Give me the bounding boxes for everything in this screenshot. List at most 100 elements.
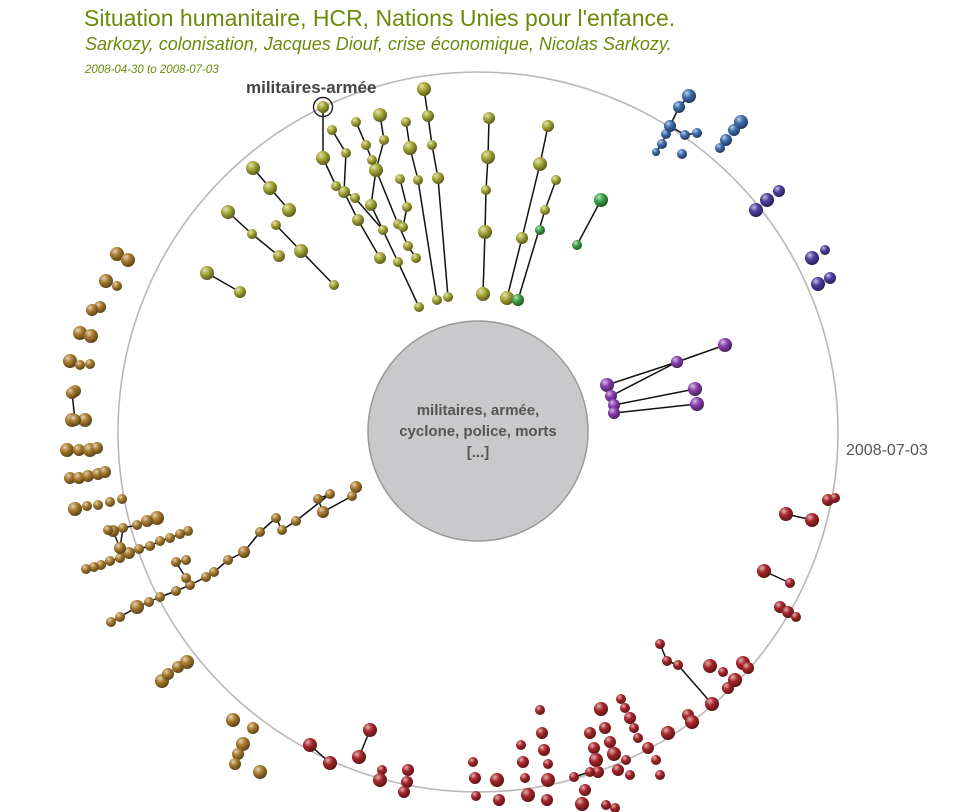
- topic-node[interactable]: [123, 547, 135, 559]
- topic-node[interactable]: [317, 101, 329, 113]
- topic-node[interactable]: [594, 702, 608, 716]
- topic-node[interactable]: [633, 733, 643, 743]
- topic-node[interactable]: [93, 500, 103, 510]
- topic-node[interactable]: [629, 723, 639, 733]
- topic-node[interactable]: [432, 172, 444, 184]
- topic-node[interactable]: [720, 134, 732, 146]
- topic-node[interactable]: [402, 202, 412, 212]
- topic-node[interactable]: [682, 89, 696, 103]
- topic-node[interactable]: [236, 737, 250, 751]
- topic-node[interactable]: [414, 302, 424, 312]
- topic-node[interactable]: [811, 277, 825, 291]
- topic-node[interactable]: [493, 794, 505, 806]
- topic-node[interactable]: [443, 292, 453, 302]
- topic-node[interactable]: [66, 387, 78, 399]
- topic-node[interactable]: [200, 266, 214, 280]
- topic-node[interactable]: [145, 541, 155, 551]
- topic-node[interactable]: [543, 759, 553, 769]
- topic-node[interactable]: [363, 723, 377, 737]
- topic-node[interactable]: [323, 756, 337, 770]
- topic-node[interactable]: [481, 185, 491, 195]
- topic-node[interactable]: [183, 526, 193, 536]
- topic-node[interactable]: [78, 413, 92, 427]
- topic-node[interactable]: [652, 148, 660, 156]
- topic-node[interactable]: [612, 764, 624, 776]
- topic-node[interactable]: [347, 491, 357, 501]
- topic-node[interactable]: [209, 567, 219, 577]
- topic-node[interactable]: [361, 140, 371, 150]
- topic-node[interactable]: [81, 564, 91, 574]
- topic-node[interactable]: [685, 715, 699, 729]
- center-topic-circle[interactable]: [367, 320, 589, 542]
- topic-node[interactable]: [413, 175, 423, 185]
- topic-node[interactable]: [625, 770, 635, 780]
- topic-node[interactable]: [253, 765, 267, 779]
- topic-node[interactable]: [521, 788, 535, 802]
- topic-node[interactable]: [705, 697, 719, 711]
- topic-node[interactable]: [106, 617, 116, 627]
- topic-node[interactable]: [181, 555, 191, 565]
- topic-node[interactable]: [500, 291, 514, 305]
- topic-node[interactable]: [263, 181, 277, 195]
- topic-node[interactable]: [607, 747, 621, 761]
- topic-node[interactable]: [103, 525, 113, 535]
- topic-node[interactable]: [132, 520, 142, 530]
- topic-node[interactable]: [715, 143, 725, 153]
- topic-node[interactable]: [395, 174, 405, 184]
- topic-node[interactable]: [703, 659, 717, 673]
- topic-node[interactable]: [373, 773, 387, 787]
- topic-nodes[interactable]: [60, 82, 840, 812]
- topic-node[interactable]: [610, 803, 620, 812]
- topic-node[interactable]: [73, 444, 85, 456]
- topic-node[interactable]: [379, 135, 389, 145]
- topic-node[interactable]: [688, 382, 702, 396]
- topic-node[interactable]: [223, 555, 233, 565]
- topic-node[interactable]: [805, 513, 819, 527]
- topic-node[interactable]: [341, 148, 351, 158]
- topic-node[interactable]: [331, 181, 341, 191]
- topic-node[interactable]: [114, 542, 126, 554]
- topic-node[interactable]: [247, 229, 257, 239]
- center-topic-label[interactable]: militaires, armée, cyclone, police, mort…: [399, 402, 557, 461]
- topic-node[interactable]: [749, 203, 763, 217]
- topic-node[interactable]: [68, 502, 82, 516]
- topic-node[interactable]: [105, 556, 115, 566]
- topic-node[interactable]: [824, 272, 836, 284]
- topic-node[interactable]: [117, 494, 127, 504]
- topic-node[interactable]: [165, 533, 175, 543]
- topic-node[interactable]: [144, 597, 154, 607]
- topic-node[interactable]: [661, 726, 675, 740]
- topic-node[interactable]: [572, 240, 582, 250]
- topic-node[interactable]: [365, 199, 377, 211]
- topic-node[interactable]: [830, 493, 840, 503]
- topic-node[interactable]: [476, 287, 490, 301]
- topic-node[interactable]: [64, 472, 76, 484]
- topic-node[interactable]: [350, 193, 360, 203]
- topic-node[interactable]: [378, 225, 388, 235]
- topic-node[interactable]: [221, 205, 235, 219]
- topic-node[interactable]: [535, 225, 545, 235]
- topic-node[interactable]: [671, 356, 683, 368]
- topic-node[interactable]: [69, 414, 81, 426]
- topic-node[interactable]: [651, 755, 661, 765]
- topic-node[interactable]: [535, 705, 545, 715]
- topic-node[interactable]: [624, 712, 636, 724]
- topic-node[interactable]: [86, 304, 98, 316]
- topic-node[interactable]: [121, 253, 135, 267]
- topic-node[interactable]: [760, 193, 774, 207]
- topic-node[interactable]: [538, 744, 550, 756]
- topic-node[interactable]: [181, 573, 191, 583]
- topic-node[interactable]: [201, 572, 211, 582]
- topic-node[interactable]: [352, 214, 364, 226]
- topic-node[interactable]: [516, 232, 528, 244]
- topic-node[interactable]: [468, 757, 478, 767]
- topic-node[interactable]: [247, 722, 259, 734]
- topic-node[interactable]: [469, 772, 481, 784]
- topic-node[interactable]: [317, 506, 329, 518]
- topic-node[interactable]: [73, 472, 85, 484]
- topic-node[interactable]: [303, 738, 317, 752]
- topic-node[interactable]: [490, 773, 504, 787]
- topic-node[interactable]: [91, 442, 103, 454]
- topic-node[interactable]: [540, 205, 550, 215]
- topic-node[interactable]: [621, 755, 631, 765]
